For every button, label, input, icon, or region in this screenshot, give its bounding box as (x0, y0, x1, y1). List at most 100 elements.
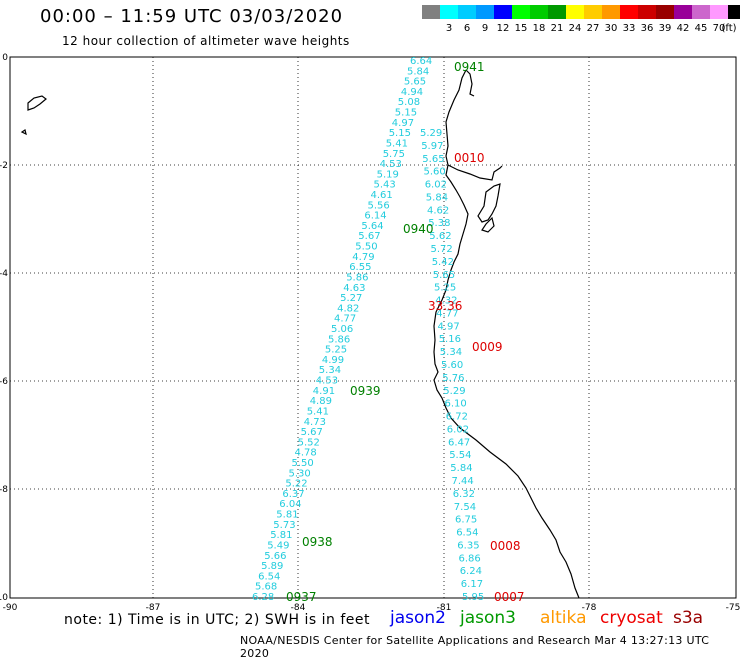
scale-label: 33 (622, 23, 636, 34)
track-label-group-left: 6.645.845.654.945.085.154.975.155.415.75… (252, 56, 432, 603)
scale-label: 18 (532, 23, 546, 34)
swh-value: 6.02 (447, 424, 469, 435)
map-subtitle: 12 hour collection of altimeter wave hei… (62, 34, 350, 48)
swh-value: 4.97 (392, 118, 414, 129)
scale-label: 6 (463, 23, 471, 34)
swh-value: 4.61 (371, 190, 393, 201)
satellite-legend-altika: altika (540, 608, 587, 628)
swh-value: 5.60 (424, 167, 446, 178)
y-tick-label: -10 (0, 593, 8, 603)
scale-label: 36 (640, 23, 654, 34)
swh-value: 5.41 (386, 139, 408, 150)
swh-value: 6.32 (453, 489, 475, 500)
scale-label: 42 (676, 23, 690, 34)
satellite-legend-jason2: jason2 (390, 608, 446, 628)
swh-value: 5.67 (358, 231, 380, 242)
coastline-island (481, 216, 495, 233)
pass-time-label: 0008 (490, 539, 521, 553)
scale-unit: (ft) (721, 23, 737, 34)
scale-swatch (422, 5, 440, 19)
swh-value: 5.30 (289, 468, 311, 479)
swh-value: 5.15 (389, 128, 411, 139)
scale-swatch (638, 5, 656, 19)
pass-time-label: 0937 (286, 590, 317, 604)
swh-value: 5.19 (377, 169, 399, 180)
scale-swatch (728, 5, 740, 19)
x-tick-label: -75 (726, 603, 740, 613)
swh-value: 5.08 (398, 97, 420, 108)
swh-value: 5.81 (270, 530, 292, 541)
swh-value: 5.86 (328, 334, 350, 345)
pass-time-label: 0939 (350, 384, 381, 398)
map-border (9, 56, 737, 599)
swh-value: 6.02 (425, 180, 447, 191)
swh-value: 6.14 (364, 211, 386, 222)
swh-value: 5.34 (319, 365, 341, 376)
swh-value: 4.89 (310, 396, 332, 407)
scale-label: 24 (568, 23, 582, 34)
swh-value: 6.47 (448, 437, 470, 448)
swh-value: 4.97 (438, 321, 460, 332)
x-tick-label: -87 (146, 603, 161, 613)
swh-value: 6.28 (252, 592, 274, 603)
scale-swatch (602, 5, 620, 19)
swh-value: 6.75 (455, 515, 477, 526)
swh-value: 4.91 (313, 386, 335, 397)
swh-value: 5.29 (420, 128, 442, 139)
scale-label: 45 (694, 23, 708, 34)
pass-time-label: 0007 (494, 590, 525, 604)
swh-value: 5.06 (331, 324, 353, 335)
swh-value: 5.52 (298, 437, 320, 448)
scale-swatch (692, 5, 710, 19)
swh-value: 4.53 (380, 159, 402, 170)
scale-swatch (458, 5, 476, 19)
swh-value: 7.54 (454, 502, 476, 513)
pass-time-labels: 0941 0010 0940 33.36 0009 0939 0938 0008 0937 000… (286, 60, 525, 604)
swh-value: 5.75 (383, 149, 405, 160)
satellite-legend-cryosat: cryosat (600, 608, 663, 628)
scale-label: 30 (604, 23, 618, 34)
swh-value: 6.35 (457, 540, 479, 551)
swh-value: 5.68 (255, 582, 277, 593)
swh-value: 5.81 (276, 510, 298, 521)
satellite-legend-s3a: s3a (673, 608, 704, 628)
swh-value: 4.32 (435, 296, 457, 307)
scale-swatch (620, 5, 638, 19)
swh-value: 4.82 (337, 303, 359, 314)
swh-value: 5.89 (261, 561, 283, 572)
scale-swatch (656, 5, 674, 19)
swh-value: 5.65 (404, 77, 426, 88)
swh-value: 5.42 (432, 257, 454, 268)
swh-value: 5.54 (449, 450, 471, 461)
footer-note: note: 1) Time is in UTC; 2) SWH is in fe… (64, 612, 371, 628)
scale-swatch (548, 5, 566, 19)
galapagos-islet (20, 129, 27, 136)
swh-value: 5.25 (434, 283, 456, 294)
scale-label: 3 (445, 23, 453, 34)
swh-value: 4.63 (343, 283, 365, 294)
swh-value: 6.10 (445, 399, 467, 410)
swh-value: 4.53 (316, 376, 338, 387)
swh-value: 5.16 (439, 334, 461, 345)
swh-value: 4.77 (436, 308, 458, 319)
swh-value: 5.38 (428, 218, 450, 229)
swh-value: 5.27 (340, 293, 362, 304)
swh-value: 5.56 (368, 200, 390, 211)
swh-value: 6.64 (410, 56, 432, 67)
coastline-mainland (433, 69, 580, 599)
pass-time-label: 33.36 (428, 299, 462, 313)
swh-value: 6.37 (282, 489, 304, 500)
swh-value: 4.62 (427, 205, 449, 216)
swh-value: 4.77 (334, 314, 356, 325)
swh-value: 5.84 (450, 463, 472, 474)
scale-swatch (512, 5, 530, 19)
axis-tick-labels: -90 -87 -84 -81 -78 -75 0 -2 -4 -6 -8 -10 (0, 53, 740, 613)
y-tick-label: 0 (2, 53, 8, 63)
swh-value: 5.62 (429, 231, 451, 242)
swh-value: 5.22 (285, 479, 307, 490)
scale-swatch (476, 5, 494, 19)
galapagos-island (27, 95, 47, 111)
track-label-group-right: 5.295.975.655.606.025.844.625.385.625.72… (420, 128, 484, 603)
scale-swatch (494, 5, 512, 19)
swh-value: 4.94 (401, 87, 423, 98)
